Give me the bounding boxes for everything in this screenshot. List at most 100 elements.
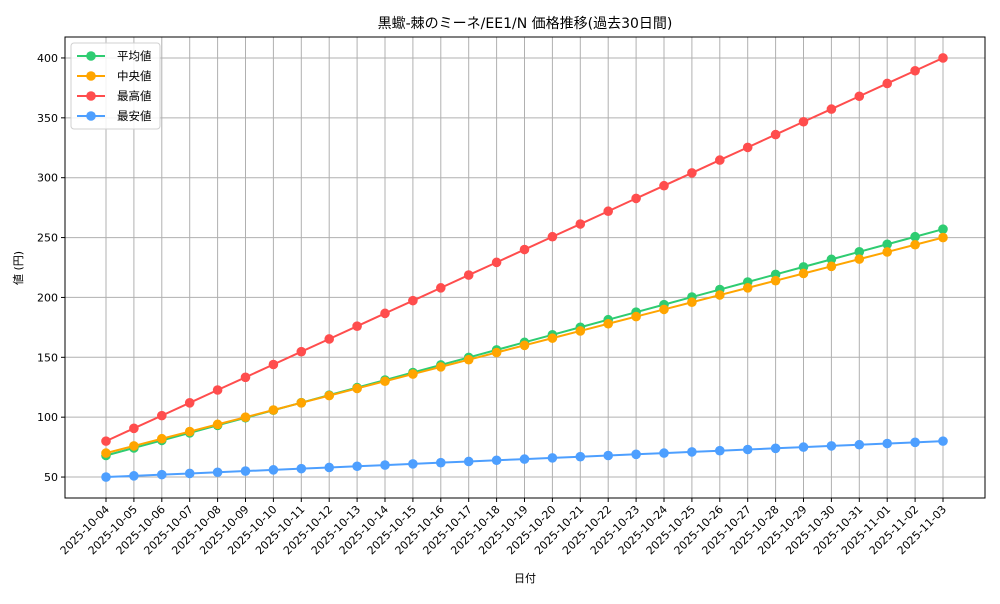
data-point [910,65,920,76]
y-tick-label: 400 [37,52,58,65]
data-point [268,465,279,475]
y-tick-label: 100 [37,411,58,424]
data-point [296,346,307,357]
data-point [408,295,418,306]
data-point [770,129,781,140]
data-point [798,442,809,452]
data-point [240,372,251,383]
data-point [101,436,111,446]
legend-box [70,42,161,130]
data-point [603,206,613,217]
data-point [352,321,362,331]
data-point [910,231,920,242]
data-point [491,455,502,466]
series-1 [101,232,948,458]
data-point [491,257,502,268]
data-point [715,445,725,456]
series-layer [101,53,948,482]
legend-marker-icon [86,71,96,81]
data-point [101,448,111,458]
y-tick-label: 200 [37,291,58,304]
data-point [826,254,837,265]
data-point [212,467,223,478]
legend-label: 最高値 [117,89,152,103]
data-point [519,454,530,464]
data-point [547,453,558,463]
data-point [575,326,586,336]
data-point [854,91,865,102]
y-tick-label: 350 [37,112,58,125]
data-point [129,423,139,434]
data-point [798,262,809,272]
x-axis: 2025-10-042025-10-052025-10-062025-10-07… [58,498,949,557]
data-point [380,376,390,387]
data-point [380,308,390,319]
data-point [324,390,335,401]
data-point [826,104,837,114]
data-point [157,433,167,444]
data-point [659,448,669,458]
data-point [687,447,697,457]
data-point [882,438,892,449]
series-3 [101,436,948,482]
data-point [715,290,725,300]
legend-item: 最安値 [77,109,152,123]
data-point [408,369,418,379]
data-point [910,239,920,250]
data-point [184,426,195,437]
legend-marker-icon [86,51,96,61]
data-point [129,471,139,481]
data-point [742,142,753,153]
data-point [436,457,446,468]
data-point [742,283,753,293]
data-point [491,347,502,358]
data-point [770,275,781,286]
data-point [659,180,669,191]
data-point [184,398,195,408]
data-point [603,318,613,329]
data-point [938,224,948,234]
data-point [938,436,948,446]
data-point [854,247,865,257]
y-tick-label: 150 [37,351,58,364]
data-point [324,334,335,344]
data-point [798,268,809,279]
data-point [463,456,474,467]
data-point [882,78,892,89]
series-2 [101,53,948,446]
data-point [715,155,725,165]
legend-marker-icon [86,111,96,121]
y-axis: 50 100 150 200 250 300 350 400 [37,52,65,484]
legend-label: 中央値 [117,69,152,83]
data-point [854,254,865,264]
data-point [631,311,641,322]
data-point [268,405,279,415]
data-point [603,450,613,461]
data-point [938,53,948,63]
data-point [687,168,697,178]
data-point [938,232,948,243]
data-point [212,385,223,395]
data-point [212,419,223,430]
data-point [826,441,837,451]
data-point [519,244,530,255]
data-point [352,461,362,472]
data-point [268,359,279,370]
data-point [129,441,139,451]
data-point [380,460,390,470]
data-point [157,469,167,480]
data-point [436,283,446,293]
data-point [882,239,892,250]
data-point [240,466,251,476]
data-point [798,116,809,127]
data-point [101,472,111,482]
data-point [742,444,753,455]
data-point [296,463,307,474]
y-tick-label: 300 [37,172,58,185]
y-axis-label: 値 (円) [12,251,25,285]
data-point [631,449,641,460]
data-point [770,443,781,454]
y-tick-label: 250 [37,232,58,245]
